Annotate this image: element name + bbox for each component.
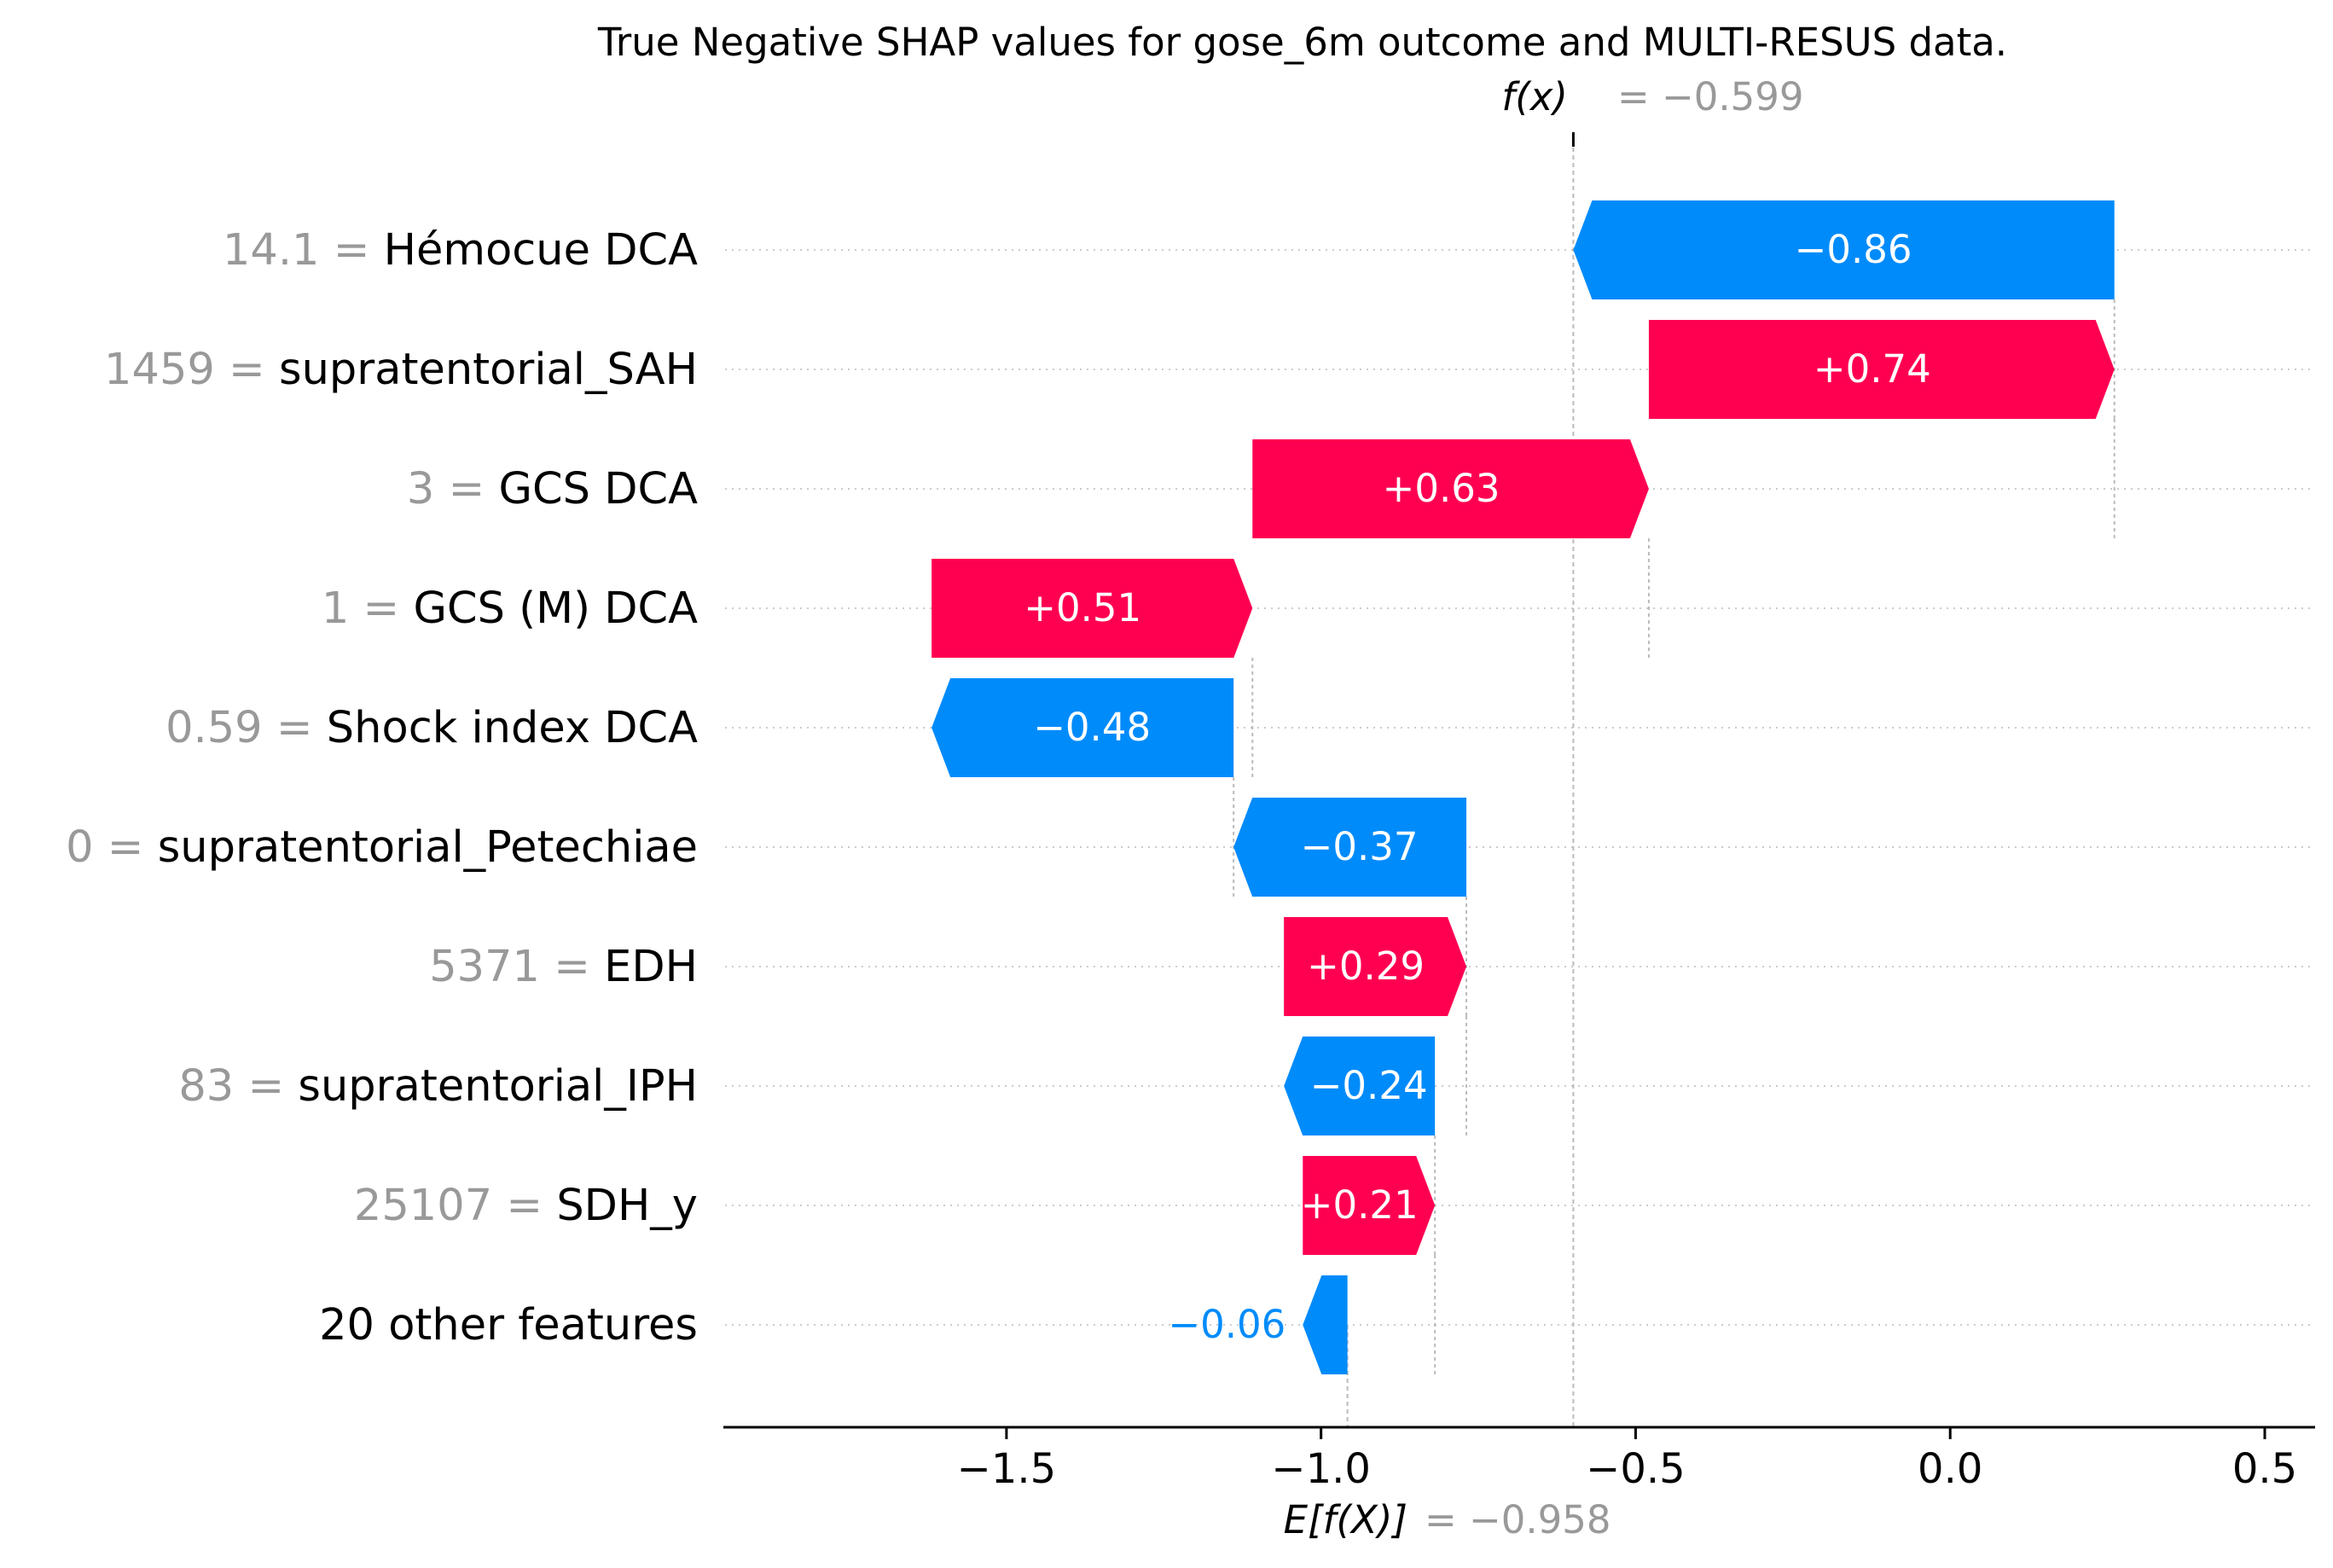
feature-label: 83 = supratentorial_IPH bbox=[178, 1061, 698, 1112]
shap-value-label: +0.63 bbox=[1383, 466, 1500, 511]
feature-label: 3 = GCS DCA bbox=[407, 464, 698, 514]
feature-value: 25107 = bbox=[354, 1181, 556, 1231]
feature-value: 0 = bbox=[66, 822, 158, 873]
feature-name: supratentorial_Petechiae bbox=[158, 822, 698, 873]
feature-name: supratentorial_IPH bbox=[298, 1061, 698, 1112]
chart-title: True Negative SHAP values for gose_6m ou… bbox=[597, 20, 2007, 65]
positive-shap-bar bbox=[1648, 320, 2115, 419]
positive-shap-bar bbox=[1284, 917, 1467, 1016]
x-tick-label: −1.5 bbox=[957, 1445, 1057, 1493]
fx-label: f(x) bbox=[1501, 74, 1568, 119]
feature-name: Shock index DCA bbox=[327, 703, 698, 753]
x-tick-label: −1.0 bbox=[1271, 1445, 1371, 1493]
feature-name: 20 other features bbox=[319, 1300, 698, 1350]
feature-name: supratentorial_SAH bbox=[279, 345, 698, 395]
feature-value: 1 = bbox=[322, 584, 414, 634]
feature-value: 0.59 = bbox=[165, 703, 327, 753]
shap-value-label: −0.86 bbox=[1795, 227, 1912, 272]
feature-name: GCS (M) DCA bbox=[414, 584, 699, 634]
bars: −0.86 +0.74 +0.63 +0.51 −0.48 −0.37 +0.29 −0.24… bbox=[931, 200, 2115, 1374]
negative-shap-bar bbox=[1284, 1037, 1436, 1135]
feature-value: 83 = bbox=[178, 1061, 298, 1112]
shap-value-label: +0.29 bbox=[1307, 944, 1425, 989]
fx-annotation: f(x) = −0.599 bbox=[1501, 74, 1803, 119]
feature-label: 1459 = supratentorial_SAH bbox=[104, 345, 698, 395]
shap-value-label: −0.37 bbox=[1301, 824, 1419, 869]
negative-shap-bar bbox=[1233, 798, 1467, 897]
feature-name: GCS DCA bbox=[499, 464, 699, 514]
feature-label: 14.1 = Hémocue DCA bbox=[223, 225, 698, 276]
negative-shap-bar bbox=[1303, 1275, 1348, 1374]
shap-value-label: +0.21 bbox=[1301, 1182, 1419, 1228]
shap-value-label: +0.51 bbox=[1024, 585, 1141, 630]
positive-shap-bar bbox=[1303, 1156, 1436, 1255]
x-tick-label: −0.5 bbox=[1586, 1445, 1686, 1493]
feature-label: 1 = GCS (M) DCA bbox=[322, 584, 698, 634]
base-value: = −0.958 bbox=[1425, 1497, 1611, 1542]
feature-label: 25107 = SDH_y bbox=[354, 1181, 698, 1231]
x-tick-label: 0.5 bbox=[2232, 1445, 2297, 1493]
feature-label: 5371 = EDH bbox=[429, 942, 698, 992]
shap-value-label: −0.24 bbox=[1310, 1063, 1428, 1108]
feature-name: Hémocue DCA bbox=[384, 225, 698, 276]
shap-value-label: −0.48 bbox=[1033, 705, 1151, 750]
feature-name: EDH bbox=[604, 942, 698, 992]
negative-shap-bar bbox=[931, 678, 1234, 777]
feature-label: 0 = supratentorial_Petechiae bbox=[66, 822, 698, 873]
feature-value: 1459 = bbox=[104, 345, 279, 395]
feature-label: 20 other features bbox=[319, 1300, 698, 1350]
positive-shap-bar bbox=[931, 559, 1253, 658]
feature-value: 5371 = bbox=[429, 942, 604, 992]
fx-value: = −0.599 bbox=[1617, 74, 1804, 119]
feature-labels: 14.1 = Hémocue DCA 1459 = supratentorial_… bbox=[66, 225, 698, 1350]
feature-name: SDH_y bbox=[556, 1181, 698, 1231]
base-value-label: E[f(X)] bbox=[1284, 1497, 1407, 1542]
negative-shap-bar bbox=[1573, 200, 2115, 299]
feature-label: 0.59 = Shock index DCA bbox=[165, 703, 698, 753]
base-value-annotation: E[f(X)] = −0.958 bbox=[1284, 1497, 1611, 1542]
shap-value-label: −0.06 bbox=[1168, 1302, 1285, 1347]
x-tick-label: 0.0 bbox=[1918, 1445, 1982, 1493]
positive-shap-bar bbox=[1252, 439, 1649, 538]
shap-value-label: +0.74 bbox=[1814, 346, 1931, 392]
feature-value: 3 = bbox=[407, 464, 499, 514]
feature-value: 14.1 = bbox=[223, 225, 384, 276]
x-axis: −1.5 −1.0 −0.5 0.0 0.5 bbox=[723, 1426, 2315, 1493]
